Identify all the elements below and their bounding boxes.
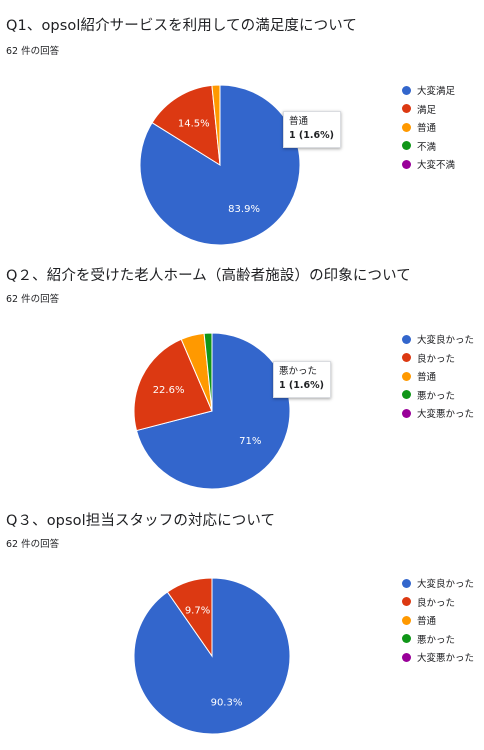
- legend-label: 大変不満: [417, 160, 456, 172]
- chart-legend: 大変良かった 良かった普通悪かった大変悪かった: [402, 574, 474, 667]
- response-count: 62 件の回答: [6, 46, 60, 57]
- legend-label: 満足: [417, 104, 437, 116]
- pie-slice[interactable]: [203, 332, 213, 412]
- pie-chart: 90.3% 9.7%: [133, 577, 291, 735]
- legend-label: 悪かった: [417, 390, 456, 402]
- legend-label: 大変悪かった: [417, 653, 475, 665]
- legend-item[interactable]: 大変悪かった: [402, 648, 474, 667]
- legend-color-dot: [402, 390, 411, 400]
- legend-item[interactable]: 普通: [402, 611, 474, 630]
- legend-color-dot: [402, 122, 411, 132]
- legend-color-dot: [402, 104, 411, 114]
- tooltip-label: 悪かった: [279, 366, 318, 377]
- question-title: Q２、紹介を受けた老人ホーム（高齢者施設）の印象について: [6, 268, 411, 284]
- slice-percent-label: 83.9%: [228, 204, 260, 215]
- slice-tooltip: 悪かった 1 (1.6%): [273, 361, 331, 398]
- legend-label: 悪かった: [417, 634, 456, 646]
- legend-item[interactable]: 大変良かった: [402, 330, 474, 349]
- pie-chart: 83.9% 14.5%: [139, 84, 301, 246]
- legend-color-dot: [402, 634, 411, 644]
- legend-label: 大変悪かった: [417, 409, 475, 421]
- tooltip-value: 1 (1.6%): [279, 380, 324, 391]
- legend-item[interactable]: 大変満足: [402, 81, 455, 100]
- question-title: Q３、opsol担当スタッフの対応について: [6, 513, 276, 529]
- legend-item[interactable]: 悪かった: [402, 630, 474, 649]
- pie-chart: 71% 22.6%: [133, 332, 291, 490]
- legend-item[interactable]: 満足: [402, 100, 455, 119]
- legend-color-dot: [402, 578, 411, 588]
- pie-slice[interactable]: [211, 84, 221, 166]
- legend-item[interactable]: 良かった: [402, 349, 474, 368]
- legend-item[interactable]: 不満: [402, 137, 455, 156]
- legend-item[interactable]: 大変悪かった: [402, 404, 474, 423]
- question-3-section: Q３、opsol担当スタッフの対応について 62 件の回答 90.3% 9.7% …: [0, 493, 484, 750]
- legend-label: 良かった: [417, 353, 456, 365]
- pie-slice[interactable]: [135, 332, 291, 490]
- legend-label: 大変良かった: [417, 579, 475, 591]
- legend-item[interactable]: 良かった: [402, 593, 474, 612]
- pie-slice[interactable]: [133, 338, 213, 432]
- legend-label: 大変良かった: [417, 335, 475, 347]
- legend-color-dot: [402, 141, 411, 151]
- legend-item[interactable]: 普通: [402, 367, 474, 386]
- legend-color-dot: [402, 615, 411, 625]
- legend-label: 普通: [417, 616, 437, 628]
- legend-label: 大変満足: [417, 86, 456, 98]
- legend-color-dot: [402, 597, 411, 607]
- legend-item[interactable]: 悪かった: [402, 386, 474, 405]
- legend-item[interactable]: 大変良かった: [402, 574, 474, 593]
- legend-color-dot: [402, 408, 411, 418]
- question-1-section: Q1、opsol紹介サービスを利用しての満足度について 62 件の回答 83.9…: [0, 0, 484, 248]
- chart-legend: 大変満足満足普通不満大変不満: [402, 81, 455, 174]
- legend-color-dot: [402, 334, 411, 344]
- legend-label: 普通: [417, 372, 437, 384]
- slice-percent-label: 71%: [239, 436, 261, 447]
- slice-tooltip: 普通 1 (1.6%): [283, 111, 341, 148]
- legend-color-dot: [402, 159, 411, 169]
- legend-color-dot: [402, 353, 411, 363]
- legend-color-dot: [402, 85, 411, 95]
- question-title: Q1、opsol紹介サービスを利用しての満足度について: [6, 18, 357, 34]
- legend-label: 普通: [417, 123, 437, 135]
- pie-slice[interactable]: [151, 84, 221, 166]
- legend-item[interactable]: 大変不満: [402, 155, 455, 174]
- pie-slice[interactable]: [166, 577, 213, 658]
- slice-percent-label: 14.5%: [178, 118, 210, 129]
- chart-legend: 大変良かった 良かった普通悪かった大変悪かった: [402, 330, 474, 423]
- legend-label: 良かった: [417, 597, 456, 609]
- legend-color-dot: [402, 652, 411, 662]
- legend-label: 不満: [417, 141, 437, 153]
- slice-percent-label: 9.7%: [185, 605, 210, 616]
- slice-percent-label: 90.3%: [211, 698, 243, 709]
- tooltip-label: 普通: [289, 116, 309, 127]
- legend-color-dot: [402, 371, 411, 381]
- question-2-section: Q２、紹介を受けた老人ホーム（高齢者施設）の印象について 62 件の回答 71%…: [0, 248, 484, 493]
- tooltip-value: 1 (1.6%): [289, 130, 334, 141]
- response-count: 62 件の回答: [6, 539, 60, 550]
- legend-item[interactable]: 普通: [402, 118, 455, 137]
- response-count: 62 件の回答: [6, 294, 60, 305]
- slice-percent-label: 22.6%: [153, 385, 185, 396]
